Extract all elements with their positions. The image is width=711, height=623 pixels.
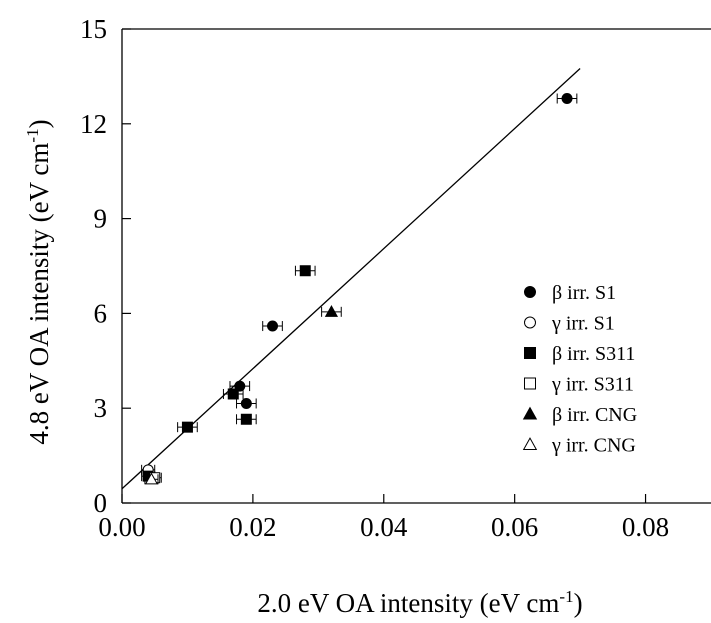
x-axis-title: 2.0 eV OA intensity (eV cm-1) [257,587,582,618]
legend-marker [524,316,536,329]
legend: β irr. S1 γ irr. S1 β irr. S311 γ irr. S311… [522,282,637,457]
legend-label: β irr. S311 [552,343,635,365]
y-axis-title-text: 4.8 eV OA intensity (eV cm-1) [23,119,54,444]
data-point [267,320,279,332]
data-point [299,265,311,277]
series-group [144,472,159,485]
x-tick-label: 0.08 [622,512,669,542]
y-tick-label: 6 [94,298,108,328]
y-tick-label: 0 [94,488,108,518]
y-tick-label: 15 [80,14,107,44]
x-tick-label: 0.02 [229,512,276,542]
data-point [561,93,573,105]
data-point [324,305,339,317]
y-axis-title-superscript: -1 [23,128,42,142]
y-tick-label: 12 [80,109,107,139]
series-group [141,265,316,482]
x-axis-title-main: 2.0 eV OA intensity (eV cm [257,588,559,618]
data-point [227,388,239,400]
fit-line [121,68,581,490]
legend-label: γ irr. S1 [551,313,615,335]
y-tick-label: 9 [94,204,108,234]
legend-label: β irr. S1 [552,282,616,304]
legend-label: γ irr. S311 [551,374,634,396]
y-axis-title-main: 4.8 eV OA intensity (eV cm [24,143,54,445]
data-point [240,413,252,425]
legend-marker [522,406,538,420]
series-group [229,93,578,409]
legend-marker [524,286,536,298]
x-tick-label: 0.06 [491,512,538,542]
x-axis-title-superscript: -1 [559,587,573,606]
data-point [240,397,252,409]
y-axis-title-end: ) [24,119,54,128]
legend-marker [522,437,538,451]
legend-marker [524,377,536,390]
series-group [321,305,342,317]
data-point [181,421,193,433]
x-tick-label: 0.04 [360,512,408,542]
y-tick-label: 3 [94,393,108,423]
x-axis-title-end: ) [574,588,583,618]
data-point [144,472,159,485]
x-tick-label: 0.00 [98,512,145,542]
legend-marker [524,347,536,359]
legend-label: β irr. CNG [552,404,637,426]
legend-label: γ irr. CNG [551,435,636,457]
y-axis-title: 4.8 eV OA intensity (eV cm-1) [23,119,54,444]
